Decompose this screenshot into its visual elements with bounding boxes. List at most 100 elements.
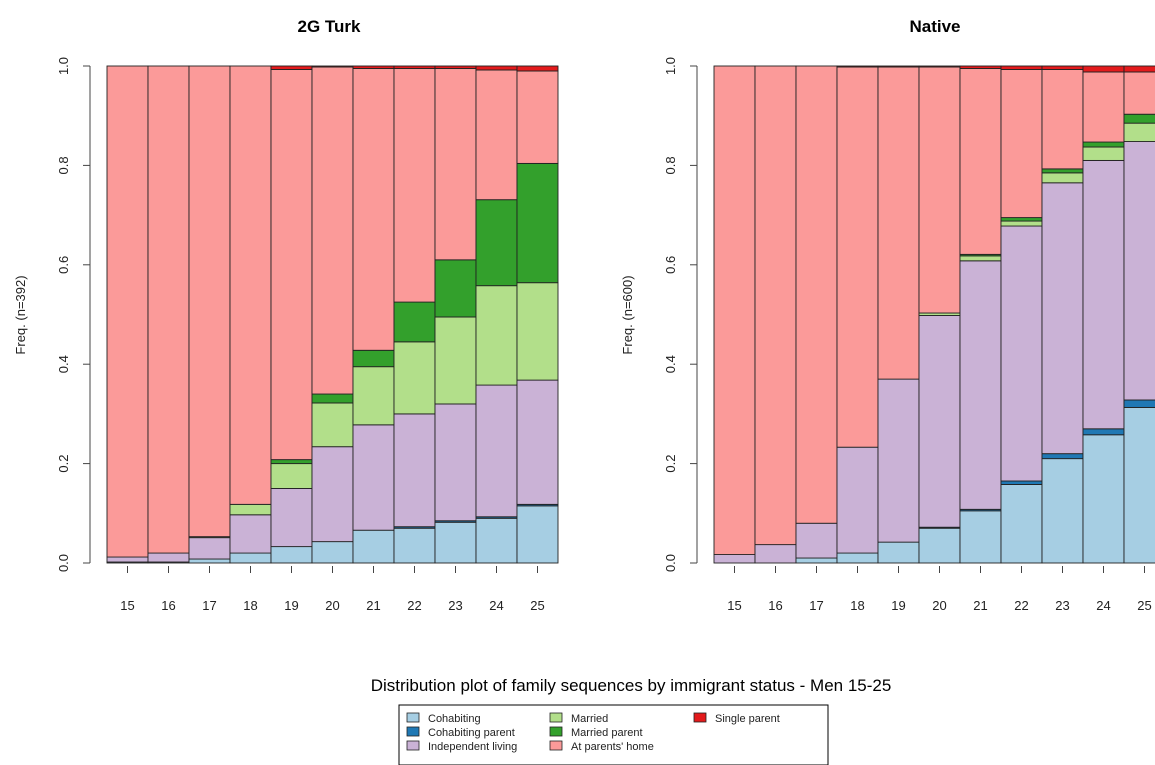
x-tick-label: 25: [1137, 598, 1151, 613]
bar-segment: [1082, 428, 1125, 436]
axes-group: 15 16 17 18 19 20 21 22 23 24 25 0.0 0.2 0.4 0.6 0.8 1.0: [663, 57, 1152, 613]
x-tick-label: 24: [1096, 598, 1110, 613]
bar-segment: [311, 393, 354, 404]
bar-segment: [311, 402, 354, 448]
bar-segment: [147, 552, 190, 563]
bar-segment: [475, 384, 518, 518]
x-tick-label: 21: [366, 598, 380, 613]
bar-segment: [352, 366, 395, 426]
bar-segment: [434, 403, 477, 522]
bar-segment: [516, 65, 559, 72]
y-tick-label: 0.4: [56, 355, 71, 373]
bar-segment: [1000, 217, 1043, 222]
bar-segment: [754, 65, 797, 546]
legend-label: Cohabiting parent: [428, 727, 515, 739]
bar-segment: [1123, 71, 1155, 115]
bar-segment: [836, 65, 879, 68]
bar-segment: [352, 424, 395, 531]
bar-segment: [393, 65, 436, 69]
bar-segment: [106, 556, 149, 563]
bar-segment: [147, 65, 190, 554]
panel-title: 2G Turk: [298, 17, 362, 36]
bar-segment: [1123, 65, 1155, 73]
bar-segment: [1000, 220, 1043, 227]
bar-segment: [475, 65, 518, 71]
bar-segment: [795, 557, 838, 564]
bar-segment: [229, 65, 272, 505]
y-tick-label: 0.8: [56, 156, 71, 174]
legend-swatch: [549, 726, 563, 737]
bar-segment: [836, 552, 879, 564]
bar-segment: [434, 521, 477, 564]
bar-segment: [393, 68, 436, 303]
bar-segment: [393, 527, 436, 564]
bar-segment: [393, 413, 436, 528]
x-tick-label: 23: [1055, 598, 1069, 613]
bar-segment: [434, 316, 477, 405]
x-tick-label: 24: [489, 598, 503, 613]
bar-stack-group: [106, 65, 559, 564]
bar-segment: [795, 65, 838, 524]
bar-segment: [270, 65, 313, 70]
bar-segment: [352, 349, 395, 368]
bar-segment: [1041, 168, 1084, 174]
bar-segment: [434, 259, 477, 318]
bar-segment: [877, 378, 920, 543]
legend-label: At parents' home: [571, 741, 654, 753]
bar-segment: [959, 255, 1002, 262]
bar-segment: [352, 65, 395, 69]
x-tick-label: 22: [1014, 598, 1028, 613]
bar-segment: [311, 66, 354, 395]
y-tick-label: 0.0: [663, 554, 678, 572]
bar-segment: [270, 546, 313, 564]
bar-segment: [475, 285, 518, 386]
legend-swatch: [549, 740, 563, 751]
bar-segment: [229, 503, 272, 516]
bar-segment: [270, 69, 313, 461]
bar-segment: [1082, 159, 1125, 430]
bar-segment: [188, 558, 231, 564]
bar-segment: [311, 541, 354, 564]
bar-segment: [516, 162, 559, 284]
x-tick-label: 23: [448, 598, 462, 613]
bar-segment: [188, 65, 231, 538]
bar-segment: [1041, 458, 1084, 564]
bar-segment: [270, 459, 313, 465]
bar-segment: [1000, 484, 1043, 564]
legend-label: Married: [571, 713, 608, 725]
bar-segment: [877, 65, 920, 68]
bar-segment: [918, 315, 961, 528]
x-tick-label: 17: [809, 598, 823, 613]
axes-group: 15 16 17 18 19 20 21 22 23 24 25 0.0 0.2 0.4 0.6 0.8 1.0: [56, 57, 545, 613]
x-tick-label: 16: [161, 598, 175, 613]
y-tick-label: 0.0: [56, 554, 71, 572]
bar-segment: [1123, 399, 1155, 408]
legend-swatch: [406, 740, 420, 751]
bar-segment: [311, 65, 354, 68]
bar-segment: [352, 529, 395, 564]
bar-segment: [836, 446, 879, 554]
x-tick-label: 20: [932, 598, 946, 613]
panel-title: Native: [909, 17, 960, 36]
y-axis-label: Freq. (n=392): [13, 275, 28, 354]
bar-segment: [1000, 69, 1043, 219]
y-tick-label: 1.0: [56, 57, 71, 75]
legend-label: Married parent: [571, 727, 643, 739]
bar-segment: [229, 514, 272, 554]
y-tick-label: 1.0: [663, 57, 678, 75]
bar-segment: [311, 446, 354, 543]
x-tick-label: 15: [120, 598, 134, 613]
x-tick-label: 21: [973, 598, 987, 613]
bar-segment: [918, 66, 961, 314]
bar-segment: [188, 537, 231, 560]
bar-segment: [877, 66, 920, 380]
legend-box: [398, 704, 829, 765]
legend-label: Independent living: [428, 741, 517, 753]
legend-swatch: [549, 712, 563, 723]
bar-segment: [795, 522, 838, 559]
x-tick-label: 25: [530, 598, 544, 613]
y-tick-label: 0.2: [56, 455, 71, 473]
x-tick-label: 19: [891, 598, 905, 613]
bar-segment: [516, 379, 559, 505]
